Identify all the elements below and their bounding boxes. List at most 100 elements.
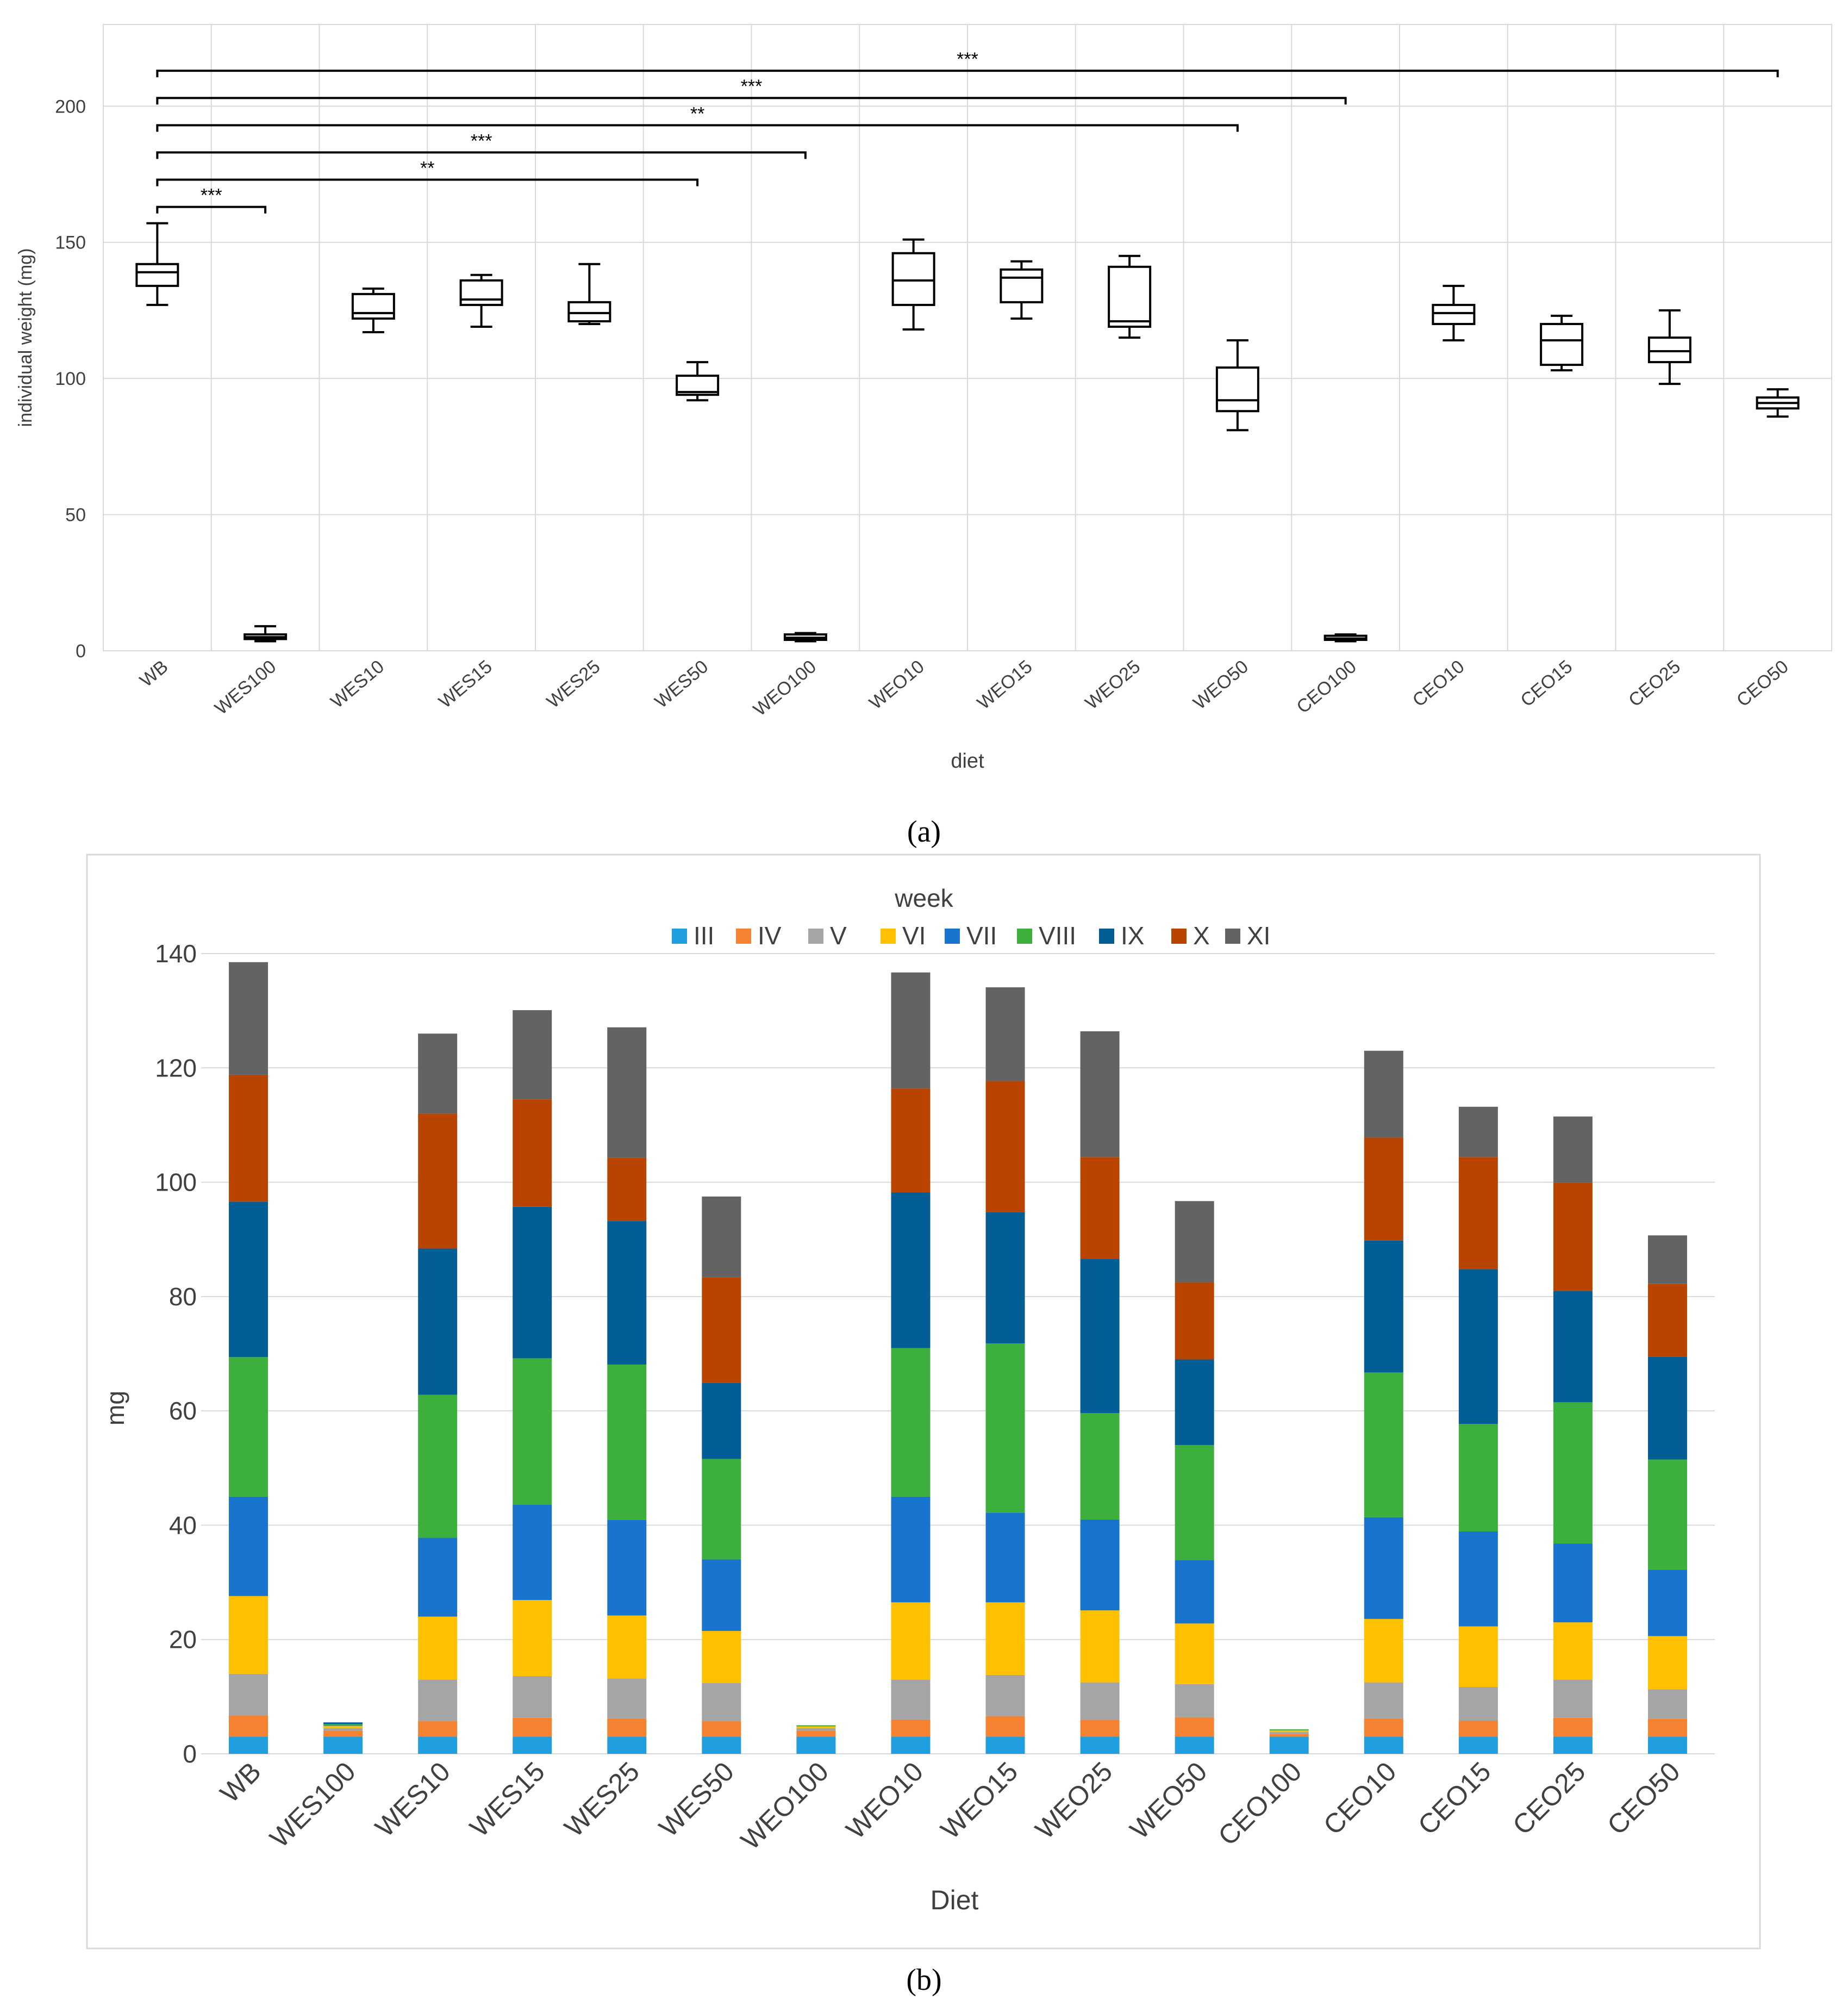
- bar-segment-VI: [1175, 1623, 1214, 1684]
- bracket-line: [156, 70, 1779, 78]
- significance-bracket: ***: [156, 49, 1779, 78]
- bar-segment-VII: [1553, 1543, 1593, 1623]
- box-WB: [135, 222, 179, 306]
- legend-item-V: V: [808, 921, 847, 950]
- bar-segment-VIII: [1647, 1459, 1687, 1570]
- bar-segment-IX: [418, 1248, 458, 1395]
- bar-segment-III: [229, 1736, 269, 1754]
- significance-bracket: ***: [156, 130, 807, 159]
- bar-segment-VIII: [985, 1343, 1025, 1513]
- x-tick-label: WEO50: [1189, 656, 1252, 714]
- bar-segment-III: [1647, 1736, 1687, 1754]
- legend-swatch: [1225, 929, 1240, 944]
- bar-segment-VII: [229, 1496, 269, 1596]
- bar-segment-IV: [1553, 1717, 1593, 1737]
- y-tick-label: 100: [55, 369, 86, 389]
- x-tick-label: CEO25: [1625, 656, 1684, 711]
- chart-b-x-axis-label: Diet: [931, 1885, 979, 1915]
- legend-swatch: [672, 929, 687, 944]
- chart-b-y-axis-label: mg: [101, 1391, 129, 1425]
- box-body: [1432, 303, 1476, 325]
- y-tick-label: 50: [65, 505, 86, 526]
- box-CEO100: [1323, 633, 1368, 643]
- bar-segment-VI: [1553, 1622, 1593, 1680]
- box-CEO50: [1756, 388, 1800, 418]
- bar-segment-XI: [1458, 1106, 1498, 1157]
- bar-segment-X: [1175, 1282, 1214, 1360]
- bar-segment-XI: [1553, 1116, 1593, 1183]
- bar-segment-V: [1553, 1679, 1593, 1718]
- legend-label: IV: [758, 921, 782, 950]
- bar-segment-VIII: [1553, 1402, 1593, 1544]
- box-body: [1000, 268, 1044, 303]
- bar-stack-WES25: [607, 1027, 647, 1754]
- y-tick-label: 80: [169, 1282, 197, 1311]
- bar-segment-VII: [891, 1496, 931, 1603]
- legend-label: VIII: [1039, 921, 1076, 950]
- bar-segment-IV: [1458, 1721, 1498, 1737]
- bar-segment-XI: [418, 1033, 458, 1114]
- bar-segment-V: [985, 1674, 1025, 1716]
- significance-bracket: **: [156, 158, 699, 186]
- bar-segment-III: [1458, 1736, 1498, 1754]
- bar-segment-III: [513, 1736, 552, 1754]
- bar-segment-V: [513, 1676, 552, 1718]
- bar-segment-III: [607, 1736, 647, 1754]
- bracket-line: [156, 178, 699, 186]
- box-WES10: [351, 287, 395, 333]
- x-tick-label: WEO50: [1124, 1756, 1213, 1845]
- bar-segment-XI: [1364, 1050, 1403, 1138]
- bracket-line: [156, 124, 1239, 132]
- bar-segment-VIII: [1269, 1729, 1309, 1730]
- bar-segment-VI: [1269, 1730, 1309, 1733]
- legend-label: III: [694, 921, 714, 950]
- bar-segment-VII: [323, 1725, 363, 1726]
- bar-segment-IX: [323, 1722, 363, 1724]
- bar-segment-X: [1080, 1157, 1120, 1259]
- x-tick-label: WEO15: [973, 656, 1037, 714]
- x-tick-label: WES50: [653, 1756, 740, 1842]
- bar-segment-X: [1553, 1182, 1593, 1291]
- x-tick-label: CEO50: [1601, 1756, 1686, 1841]
- bar-segment-VI: [985, 1602, 1025, 1675]
- bar-stack-WES50: [702, 1196, 741, 1754]
- y-tick-label: 100: [155, 1168, 197, 1197]
- bar-segment-X: [1647, 1284, 1687, 1357]
- y-tick-label: 140: [155, 939, 197, 968]
- box-CEO25: [1647, 309, 1691, 385]
- bar-segment-IX: [1647, 1356, 1687, 1460]
- bar-segment-X: [891, 1088, 931, 1193]
- box-body: [351, 292, 395, 320]
- bar-segment-III: [1080, 1736, 1120, 1754]
- bar-stack-CEO15: [1458, 1106, 1498, 1754]
- box-CEO15: [1540, 314, 1584, 372]
- box-WEO50: [1215, 339, 1259, 432]
- chart-b-legend-title: week: [894, 884, 953, 912]
- x-tick-label: WES15: [464, 1756, 551, 1842]
- y-tick-label: 20: [169, 1626, 197, 1654]
- bar-segment-X: [607, 1157, 647, 1222]
- bar-segment-IV: [1175, 1717, 1214, 1737]
- bar-stack-WEO25: [1080, 1031, 1120, 1754]
- chart-b-frame: [86, 854, 1761, 1950]
- y-tick-label: 200: [55, 96, 86, 117]
- y-tick-label: 150: [55, 233, 86, 253]
- x-tick-label: CEO15: [1516, 656, 1576, 711]
- bar-segment-III: [891, 1736, 931, 1754]
- bar-segment-VIII: [702, 1459, 741, 1560]
- x-tick-label: CEO10: [1318, 1756, 1402, 1841]
- bar-segment-V: [418, 1679, 458, 1722]
- bar-segment-VII: [1364, 1517, 1403, 1619]
- x-tick-label: WB: [136, 656, 172, 691]
- bar-segment-VIII: [1175, 1445, 1214, 1560]
- bar-segment-X: [1364, 1137, 1403, 1241]
- chart-a-panel-label: (a): [907, 815, 941, 849]
- bar-segment-XI: [1080, 1031, 1120, 1157]
- significance-bracket: ***: [156, 185, 267, 214]
- x-tick-label: WES25: [543, 656, 604, 712]
- bar-segment-XI: [513, 1010, 552, 1100]
- bar-segment-VI: [323, 1726, 363, 1728]
- bar-segment-IX: [891, 1192, 931, 1348]
- bar-segment-VIII: [513, 1358, 552, 1505]
- bar-segment-IX: [985, 1212, 1025, 1344]
